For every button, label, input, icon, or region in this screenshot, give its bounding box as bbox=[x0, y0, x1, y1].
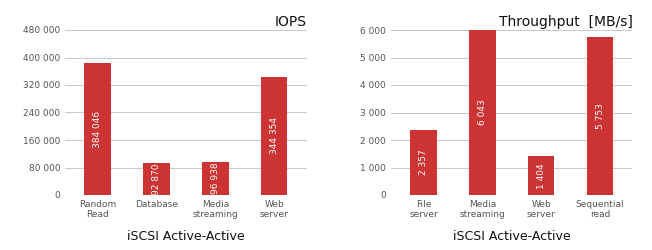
Text: 5 753: 5 753 bbox=[595, 103, 604, 129]
Bar bbox=[410, 130, 437, 195]
Text: Throughput  [MB/s]: Throughput [MB/s] bbox=[499, 15, 632, 29]
Text: IOPS: IOPS bbox=[274, 15, 306, 29]
Text: 6 043: 6 043 bbox=[478, 99, 487, 125]
Bar bbox=[528, 156, 554, 195]
Text: 96 938: 96 938 bbox=[211, 162, 220, 194]
Bar bbox=[261, 77, 288, 195]
X-axis label: iSCSI Active-Active: iSCSI Active-Active bbox=[453, 230, 570, 243]
Bar bbox=[469, 29, 496, 195]
Text: 2 357: 2 357 bbox=[419, 150, 428, 176]
Bar bbox=[587, 37, 614, 195]
Bar bbox=[202, 162, 229, 195]
Text: 92 870: 92 870 bbox=[152, 163, 161, 195]
Text: 344 354: 344 354 bbox=[270, 117, 278, 154]
Bar bbox=[143, 163, 170, 195]
Text: 384 046: 384 046 bbox=[93, 110, 102, 148]
X-axis label: iSCSI Active-Active: iSCSI Active-Active bbox=[127, 230, 244, 243]
Bar bbox=[84, 63, 111, 195]
Text: 1 404: 1 404 bbox=[537, 163, 546, 188]
